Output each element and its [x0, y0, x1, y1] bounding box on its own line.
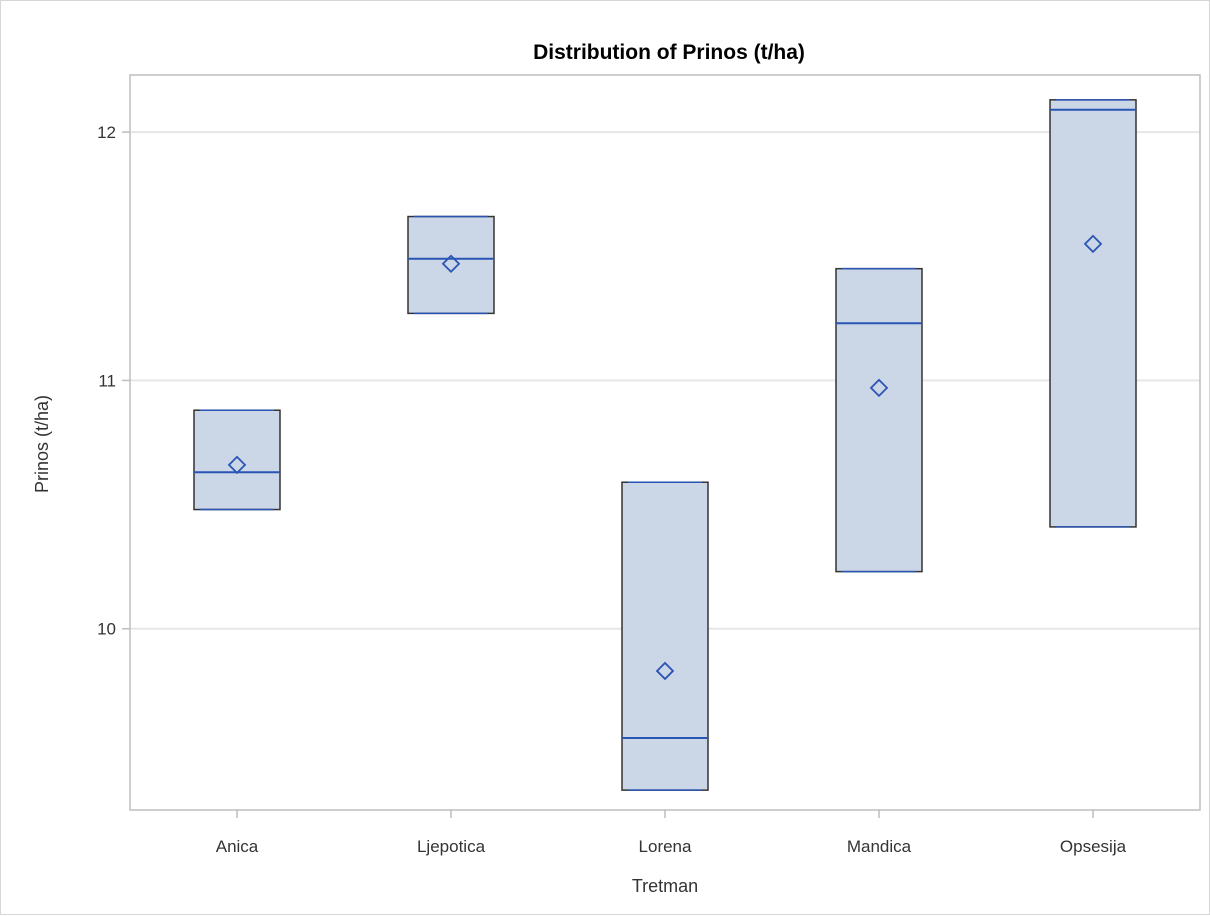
x-tick-label: Opsesija: [1060, 837, 1127, 856]
y-tick-label: 11: [98, 371, 116, 390]
y-tick-label: 12: [97, 123, 116, 142]
box-lorena: [621, 481, 709, 791]
y-axis: 10 11 12: [97, 123, 130, 639]
boxes: [193, 99, 1137, 791]
chart-title: Distribution of Prinos (t/ha): [533, 41, 805, 64]
mean-marker: [227, 455, 247, 475]
mean-marker: [655, 661, 675, 681]
mean-marker: [869, 378, 889, 398]
box-anica: [193, 409, 281, 511]
box-body: [1049, 99, 1137, 528]
box-body: [407, 215, 495, 315]
box-mandica: [835, 267, 923, 573]
x-axis-label: Tretman: [632, 876, 698, 896]
box-ljepotica: [407, 215, 495, 315]
box-body: [193, 409, 281, 511]
mean-marker: [1083, 234, 1103, 254]
mean-marker: [441, 254, 461, 273]
x-tick-label: Ljepotica: [417, 837, 486, 856]
y-tick-label: 10: [97, 620, 116, 639]
x-tick-label: Mandica: [847, 837, 912, 856]
x-tick-label: Lorena: [639, 837, 692, 856]
box-body: [621, 481, 709, 791]
y-axis-label: Prinos (t/ha): [32, 395, 52, 493]
x-tick-label: Anica: [216, 837, 259, 856]
x-axis: Anica Ljepotica Lorena Mandica Opsesija: [216, 810, 1127, 856]
box-opsesija: [1049, 99, 1137, 528]
box-body: [835, 267, 923, 573]
